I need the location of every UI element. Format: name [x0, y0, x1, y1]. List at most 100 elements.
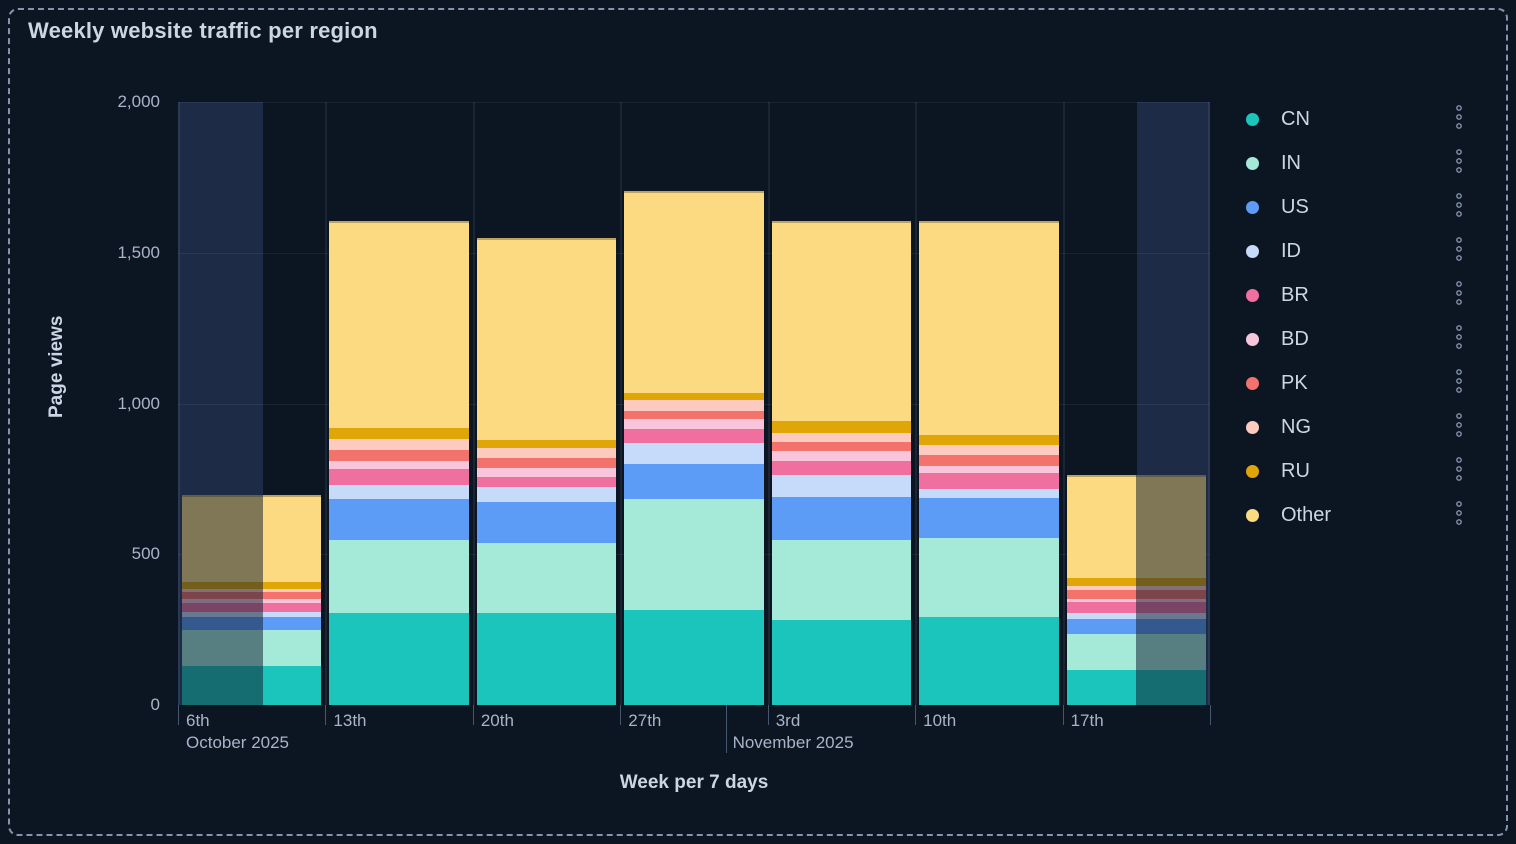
bar-segment-RU[interactable]: [476, 440, 617, 448]
legend-label[interactable]: Other: [1281, 503, 1332, 526]
bar-segment-PK[interactable]: [771, 441, 912, 451]
bar-column-13th[interactable]: [329, 221, 469, 705]
legend-item-CN[interactable]: CN: [1240, 97, 1472, 141]
legend-item-Other[interactable]: Other: [1240, 493, 1472, 537]
bar-column-27th[interactable]: [624, 190, 764, 705]
bar-segment-PK[interactable]: [919, 454, 1059, 466]
bar-segment-NG[interactable]: [1066, 586, 1206, 591]
bar-segment-CN[interactable]: [919, 616, 1059, 705]
bar-segment-US[interactable]: [771, 496, 912, 541]
legend-color-dot: [1246, 464, 1259, 478]
bar-segment-US[interactable]: [329, 499, 469, 541]
bar-segment-BR[interactable]: [919, 473, 1059, 489]
legend-label[interactable]: BD: [1281, 327, 1309, 350]
legend: CN IN US ID BR BD PK NG RU Other: [1240, 97, 1472, 537]
bar-segment-IN[interactable]: [476, 543, 617, 614]
bar-segment-NG[interactable]: [329, 438, 469, 450]
legend-label[interactable]: BR: [1281, 283, 1309, 306]
legend-item-PK[interactable]: PK: [1240, 361, 1472, 405]
bar-segment-PK[interactable]: [476, 457, 617, 468]
kebab-menu-icon[interactable]: [1454, 499, 1466, 532]
kebab-menu-icon[interactable]: [1454, 103, 1466, 136]
bar-segment-CN[interactable]: [771, 619, 912, 705]
legend-item-NG[interactable]: NG: [1240, 405, 1472, 449]
kebab-menu-icon[interactable]: [1454, 367, 1466, 400]
bar-segment-US[interactable]: [476, 502, 617, 544]
bar-segment-PK[interactable]: [329, 449, 469, 461]
bar-segment-CN[interactable]: [329, 613, 469, 705]
bar-segment-BD[interactable]: [919, 465, 1059, 474]
bar-segment-Other[interactable]: [919, 221, 1059, 435]
y-tick-label: 0: [150, 695, 160, 714]
bar-segment-RU[interactable]: [624, 393, 764, 400]
bar-segment-NG[interactable]: [771, 432, 912, 442]
kebab-menu-icon[interactable]: [1454, 147, 1466, 180]
bar-segment-ID[interactable]: [329, 485, 469, 500]
bar-segment-BD[interactable]: [476, 467, 617, 477]
bar-segment-ID[interactable]: [1066, 613, 1206, 620]
bar-segment-NG[interactable]: [476, 447, 617, 458]
bar-segment-IN[interactable]: [624, 499, 764, 611]
bar-segment-IN[interactable]: [329, 540, 469, 614]
bar-segment-NG[interactable]: [919, 444, 1059, 455]
legend-item-RU[interactable]: RU: [1240, 449, 1472, 493]
legend-label[interactable]: RU: [1281, 459, 1310, 482]
x-tick-label: 13th: [333, 711, 367, 730]
kebab-menu-icon[interactable]: [1454, 455, 1466, 488]
bar-segment-Other[interactable]: [624, 190, 764, 394]
bar-column-20th[interactable]: [476, 238, 617, 705]
bar-segment-RU[interactable]: [919, 434, 1059, 445]
bar-segment-CN[interactable]: [476, 613, 617, 705]
bar-segment-BR[interactable]: [476, 476, 617, 488]
bar-segment-BD[interactable]: [771, 450, 912, 461]
x-axis-tick: [915, 705, 917, 725]
bar-segment-PK[interactable]: [624, 411, 764, 420]
bar-segment-NG[interactable]: [624, 399, 764, 412]
legend-item-US[interactable]: US: [1240, 185, 1472, 229]
bar-segment-BD[interactable]: [1066, 598, 1206, 602]
kebab-menu-icon[interactable]: [1454, 279, 1466, 312]
bar-segment-BR[interactable]: [624, 428, 764, 444]
legend-label[interactable]: ID: [1281, 239, 1301, 262]
bar-column-3rd[interactable]: [771, 221, 912, 705]
kebab-menu-icon[interactable]: [1454, 235, 1466, 268]
legend-label[interactable]: PK: [1281, 371, 1308, 394]
x-gridline: [1062, 102, 1065, 705]
kebab-menu-icon[interactable]: [1454, 323, 1466, 356]
legend-item-BD[interactable]: BD: [1240, 317, 1472, 361]
bar-segment-CN[interactable]: [624, 610, 764, 705]
legend-item-IN[interactable]: IN: [1240, 141, 1472, 185]
legend-item-BR[interactable]: BR: [1240, 273, 1472, 317]
bar-segment-BD[interactable]: [329, 460, 469, 470]
kebab-menu-icon[interactable]: [1454, 191, 1466, 224]
bar-segment-ID[interactable]: [476, 487, 617, 503]
bar-segment-Other[interactable]: [771, 221, 912, 421]
bar-segment-ID[interactable]: [771, 475, 912, 497]
bar-segment-IN[interactable]: [919, 538, 1059, 617]
bar-segment-BD[interactable]: [624, 419, 764, 429]
bar-segment-ID[interactable]: [919, 488, 1059, 499]
legend-color-dot: [1246, 376, 1259, 390]
bar-segment-US[interactable]: [919, 498, 1059, 539]
bar-segment-ID[interactable]: [624, 443, 764, 465]
bar-segment-Other[interactable]: [329, 221, 469, 429]
bar-segment-Other[interactable]: [476, 238, 617, 441]
bar-segment-BR[interactable]: [771, 460, 912, 476]
legend-label[interactable]: IN: [1281, 151, 1301, 174]
x-axis-tick: [325, 705, 327, 725]
legend-item-ID[interactable]: ID: [1240, 229, 1472, 273]
bar-segment-RU[interactable]: [771, 420, 912, 433]
kebab-menu-icon[interactable]: [1454, 411, 1466, 444]
legend-label[interactable]: NG: [1281, 415, 1311, 438]
legend-label[interactable]: US: [1281, 195, 1309, 218]
bar-segment-BR[interactable]: [1066, 601, 1206, 614]
bar-segment-IN[interactable]: [771, 540, 912, 620]
bar-segment-PK[interactable]: [1066, 590, 1206, 599]
bar-segment-RU[interactable]: [1066, 578, 1206, 587]
bar-segment-BR[interactable]: [329, 469, 469, 486]
x-tick-label: 17th: [1070, 711, 1104, 730]
bar-column-10th[interactable]: [919, 221, 1059, 705]
legend-label[interactable]: CN: [1281, 107, 1310, 130]
bar-segment-US[interactable]: [624, 464, 764, 500]
bar-segment-RU[interactable]: [329, 428, 469, 439]
